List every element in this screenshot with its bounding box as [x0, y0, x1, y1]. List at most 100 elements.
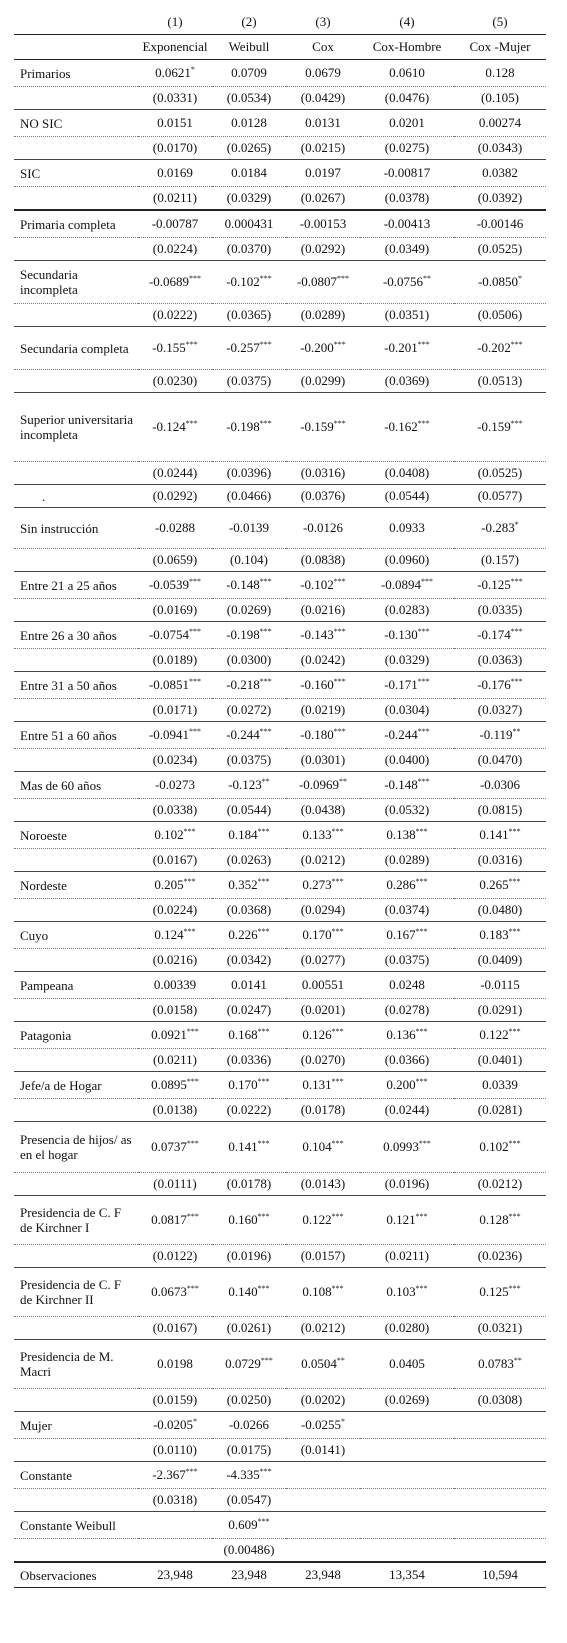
coefficient-cell: 0.103*** [360, 1267, 454, 1317]
standard-error-cell: (0.0291) [454, 998, 546, 1022]
coefficient-cell: -0.202*** [454, 326, 546, 370]
standard-error-cell: (0.0838) [286, 548, 360, 572]
significance-stars: *** [508, 1284, 521, 1293]
significance-stars: *** [417, 340, 430, 349]
coefficient-cell [286, 1511, 360, 1539]
coefficient-value: -0.198 [226, 627, 260, 642]
significance-stars: *** [189, 577, 202, 586]
significance-stars: * [341, 1417, 346, 1426]
significance-stars: *** [417, 419, 430, 428]
significance-stars: *** [333, 419, 346, 428]
variable-label: Noroeste [14, 821, 138, 849]
significance-stars: *** [510, 419, 523, 428]
significance-stars: *** [259, 419, 272, 428]
coefficient-value: 0.00551 [301, 977, 345, 992]
coefficient-value: -0.0539 [148, 577, 190, 592]
standard-error-label-cell [14, 598, 138, 622]
column-number: (4) [399, 14, 415, 29]
coefficient-cell: -0.0689*** [138, 260, 212, 304]
standard-error-cell: (0.0224) [138, 237, 212, 261]
standard-error-cell: (0.0269) [360, 1388, 454, 1412]
standard-error-label-cell [14, 1438, 138, 1462]
significance-stars: ** [261, 777, 270, 786]
coefficient-cell [286, 1461, 360, 1489]
coefficient-cell: -0.00146 [454, 210, 546, 238]
coefficient-value: 0.0673 [151, 1284, 187, 1299]
coefficient-value: 0.0895 [151, 1077, 187, 1092]
coefficient-value: -0.00146 [476, 216, 524, 231]
coefficient-row: Presencia de hijos/ as en el hogar 0.0737… [14, 1121, 546, 1173]
significance-stars: *** [508, 1139, 521, 1148]
coefficient-value: -0.244 [226, 727, 260, 742]
coefficient-value: 0.168 [228, 1027, 258, 1042]
coefficient-value: 0.0729 [225, 1356, 261, 1371]
coefficient-cell: 0.0933 [360, 507, 454, 549]
standard-error-cell: (0.0110) [138, 1438, 212, 1462]
coefficient-value: 0.133 [302, 827, 332, 842]
coefficient-cell: 0.108*** [286, 1267, 360, 1317]
coefficient-value: 0.170 [302, 927, 332, 942]
coefficient-cell [138, 1511, 212, 1539]
coefficient-value: -0.0266 [228, 1417, 270, 1432]
significance-stars: *** [189, 677, 202, 686]
standard-error-cell: (0.0544) [212, 798, 286, 822]
standard-error-cell: (0.0178) [286, 1098, 360, 1122]
standard-error-cell: (0.0215) [286, 136, 360, 160]
standard-error-row: (0.0111) (0.0178) (0.0143) (0.0196) (0.0212) [14, 1172, 546, 1196]
standard-error-cell: (0.0534) [212, 86, 286, 110]
coefficient-row: Cuyo 0.124*** 0.226*** 0.170*** 0.167*** 0.18… [14, 921, 546, 949]
coefficient-cell: 0.128*** [454, 1195, 546, 1245]
coefficient-value: 0.0817 [151, 1212, 187, 1227]
significance-stars: *** [257, 827, 270, 836]
coefficient-row: Mujer -0.0205* -0.0266 -0.0255* [14, 1411, 546, 1439]
coefficient-value: 0.170 [228, 1077, 258, 1092]
standard-error-cell: (0.0292) [286, 237, 360, 261]
significance-stars: *** [257, 1284, 270, 1293]
standard-error-row: (0.0169) (0.0269) (0.0216) (0.0283) (0.0335) [14, 598, 546, 622]
coefficient-cell: -0.0126 [286, 507, 360, 549]
coefficient-cell: 0.205*** [138, 871, 212, 899]
significance-stars: *** [415, 1284, 428, 1293]
coefficient-value: -0.130 [384, 627, 418, 642]
standard-error-cell: (0.0219) [286, 698, 360, 722]
significance-stars: *** [510, 677, 523, 686]
standard-error-cell: (0.0294) [286, 898, 360, 922]
coefficient-value: 0.140 [228, 1284, 258, 1299]
coefficient-value: 0.0128 [231, 115, 267, 130]
coefficient-value: -0.0941 [148, 727, 190, 742]
coefficient-cell: -0.244*** [212, 721, 286, 749]
coefficient-cell: 0.0993*** [360, 1121, 454, 1173]
standard-error-cell: (0.0351) [360, 303, 454, 327]
coefficient-value: 0.0201 [389, 115, 425, 130]
header-models-row: Exponencial Weibull Cox Cox-Hombre Cox -Muje… [14, 34, 546, 60]
standard-error-cell: (0.0267) [286, 186, 360, 211]
variable-label: Constante Weibull [14, 1511, 138, 1539]
coefficient-cell: 0.0184 [212, 159, 286, 187]
standard-error-cell: (0.0525) [454, 237, 546, 261]
standard-error-cell [454, 1488, 546, 1512]
variable-label: Pampeana [14, 971, 138, 999]
observations-value: 23,948 [212, 1561, 286, 1588]
column-number: (2) [241, 14, 257, 29]
standard-error-cell: (0.0400) [360, 748, 454, 772]
coefficient-value: 0.273 [302, 877, 332, 892]
coefficient-cell: 0.0921*** [138, 1021, 212, 1049]
standard-error-cell: (0.0138) [138, 1098, 212, 1122]
coefficient-cell: -0.176*** [454, 671, 546, 699]
coefficient-cell [360, 1461, 454, 1489]
coefficient-cell: -0.0850* [454, 260, 546, 304]
coefficient-value: 0.121 [386, 1212, 416, 1227]
standard-error-cell: (0.0242) [286, 648, 360, 672]
coefficient-cell: -0.124*** [138, 392, 212, 462]
coefficient-value: -0.0756 [382, 274, 424, 289]
variable-label: Secundaria completa [14, 326, 138, 370]
significance-stars: *** [331, 1027, 344, 1036]
coefficient-cell: 0.0610 [360, 59, 454, 87]
standard-error-row: (0.0224) (0.0370) (0.0292) (0.0349) (0.0525) [14, 237, 546, 261]
standard-error-cell: (0.0401) [454, 1048, 546, 1072]
coefficient-cell: -0.102*** [212, 260, 286, 304]
standard-error-cell: (0.0321) [454, 1316, 546, 1340]
standard-error-cell: (0.0212) [286, 1316, 360, 1340]
standard-error-cell: (0.0122) [138, 1244, 212, 1268]
significance-stars: *** [417, 727, 430, 736]
